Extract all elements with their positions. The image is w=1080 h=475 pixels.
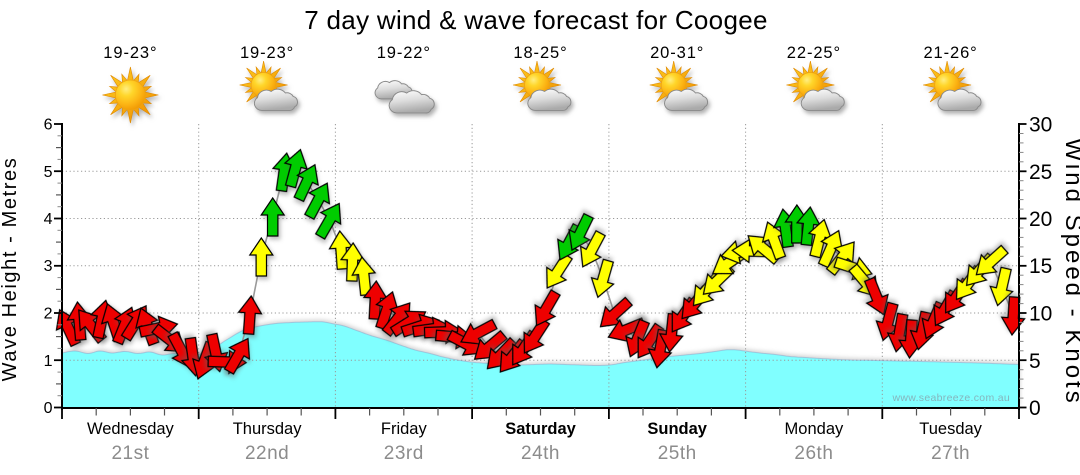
svg-text:1: 1 bbox=[44, 353, 53, 370]
svg-text:7 day wind & wave forecast for: 7 day wind & wave forecast for Coogee bbox=[304, 5, 767, 35]
svg-text:Sunday: Sunday bbox=[647, 420, 707, 438]
svg-text:Wave Height - Metres: Wave Height - Metres bbox=[0, 157, 21, 382]
svg-text:5: 5 bbox=[44, 164, 53, 181]
svg-text:19-23°: 19-23° bbox=[103, 44, 157, 62]
svg-text:6: 6 bbox=[44, 117, 53, 134]
svg-text:22nd: 22nd bbox=[245, 443, 289, 464]
svg-text:Saturday: Saturday bbox=[505, 420, 576, 438]
svg-text:4: 4 bbox=[44, 211, 53, 228]
svg-text:Thursday: Thursday bbox=[233, 420, 303, 438]
svg-text:19-22°: 19-22° bbox=[377, 44, 431, 62]
svg-text:27th: 27th bbox=[931, 443, 970, 464]
svg-text:21-26°: 21-26° bbox=[923, 44, 977, 62]
svg-text:5: 5 bbox=[1029, 350, 1041, 373]
svg-text:0: 0 bbox=[44, 400, 53, 417]
svg-text:Friday: Friday bbox=[381, 420, 428, 438]
svg-text:25: 25 bbox=[1029, 161, 1052, 184]
svg-text:3: 3 bbox=[44, 258, 53, 275]
svg-text:2: 2 bbox=[44, 306, 53, 323]
svg-text:20: 20 bbox=[1029, 208, 1052, 231]
svg-text:Tuesday: Tuesday bbox=[919, 420, 982, 438]
svg-text:30: 30 bbox=[1029, 114, 1052, 137]
svg-text:18-25°: 18-25° bbox=[513, 44, 567, 62]
svg-text:Wednesday: Wednesday bbox=[87, 420, 175, 438]
svg-text:19-23°: 19-23° bbox=[240, 44, 294, 62]
svg-text:Wind Speed - Knots: Wind Speed - Knots bbox=[1060, 138, 1080, 405]
svg-text:22-25°: 22-25° bbox=[787, 44, 841, 62]
svg-text:15: 15 bbox=[1029, 255, 1052, 278]
svg-text:Monday: Monday bbox=[785, 420, 844, 438]
svg-text:www.seabreeze.com.au: www.seabreeze.com.au bbox=[892, 392, 1010, 404]
svg-text:20-31°: 20-31° bbox=[650, 44, 704, 62]
svg-text:21st: 21st bbox=[111, 443, 149, 464]
svg-text:10: 10 bbox=[1029, 303, 1052, 326]
svg-text:26th: 26th bbox=[794, 443, 833, 464]
svg-text:0: 0 bbox=[1029, 397, 1041, 420]
svg-text:24th: 24th bbox=[521, 443, 560, 464]
svg-text:25th: 25th bbox=[658, 443, 697, 464]
svg-text:23rd: 23rd bbox=[384, 443, 424, 464]
